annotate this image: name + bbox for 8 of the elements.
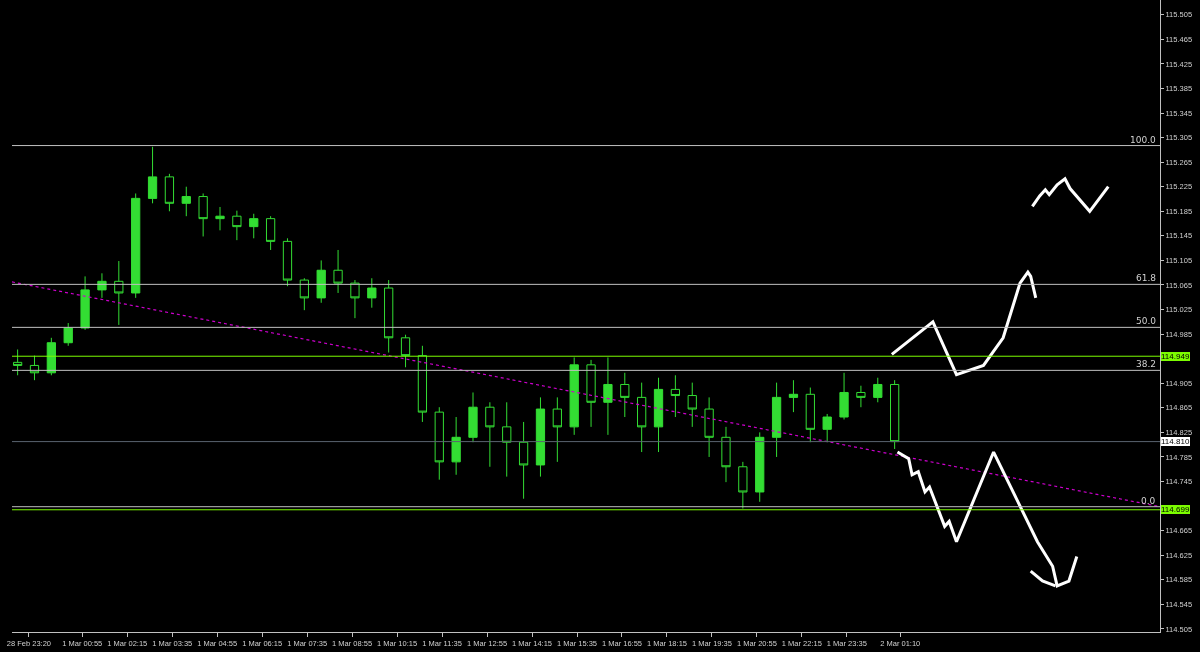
annotation: 61.8 [1136,273,1157,283]
ref-line-label: 114.949 [1161,352,1190,361]
ref-line-label: 114.699 [1161,505,1190,514]
annotation: 50.0 [1136,316,1157,326]
annotation: 100.0 [1130,135,1157,145]
ref-line-label: 114.810 [1161,437,1190,446]
annotation: 38.2 [1136,359,1157,369]
annotation: 0.0 [1141,496,1156,506]
